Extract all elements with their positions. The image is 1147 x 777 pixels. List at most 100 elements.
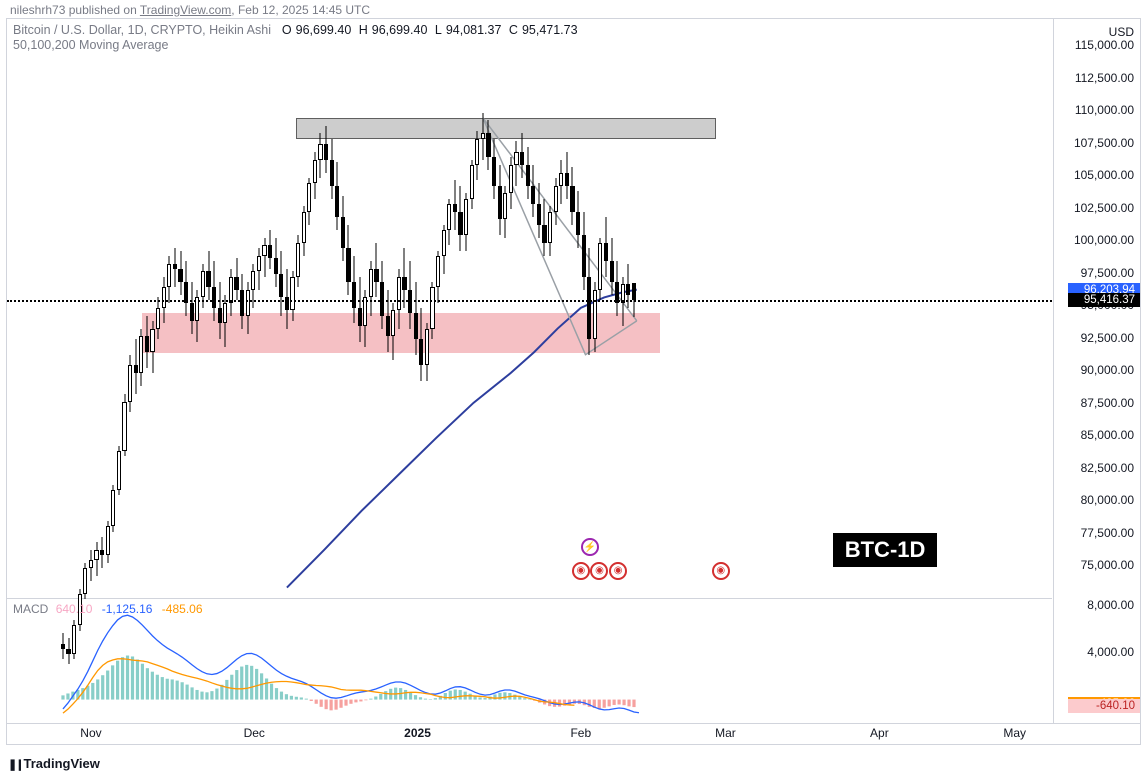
macd-y-tick: 8,000.00 xyxy=(1087,598,1134,612)
candle xyxy=(374,243,378,298)
candle xyxy=(464,193,468,250)
macd-info: MACD 640.10 -1,125.16 -485.06 xyxy=(13,602,203,616)
x-tick: Dec xyxy=(244,726,265,740)
candle xyxy=(61,633,65,659)
candle xyxy=(363,290,367,347)
candle xyxy=(246,282,250,334)
candle xyxy=(190,282,194,334)
candle xyxy=(262,238,266,277)
candle xyxy=(514,141,518,185)
current-price-line xyxy=(7,300,1052,302)
candle xyxy=(302,206,306,255)
candle xyxy=(234,258,238,300)
y-tick: 107,500.00 xyxy=(1074,136,1134,150)
event-icon[interactable]: ⚡ xyxy=(581,538,599,556)
candle xyxy=(391,303,395,360)
candle xyxy=(481,113,485,160)
candle xyxy=(150,321,154,373)
publish-datetime: Feb 12, 2025 14:45 UTC xyxy=(238,3,370,17)
site-link[interactable]: TradingView.com xyxy=(140,3,231,17)
x-tick: Nov xyxy=(80,726,101,740)
candle xyxy=(285,269,289,329)
y-tick: 105,000.00 xyxy=(1074,168,1134,182)
candle xyxy=(486,120,490,169)
candle xyxy=(296,235,300,287)
candle xyxy=(279,251,283,316)
x-tick: May xyxy=(1003,726,1026,740)
candle xyxy=(111,485,115,532)
candle xyxy=(554,178,558,225)
y-tick: 82,500.00 xyxy=(1081,461,1134,475)
candle xyxy=(352,256,356,324)
candle xyxy=(178,251,182,295)
y-tick: 102,500.00 xyxy=(1074,201,1134,215)
event-icon[interactable]: ◉ xyxy=(609,562,627,580)
candle xyxy=(167,256,171,303)
candle xyxy=(397,269,401,329)
candle xyxy=(83,563,87,599)
y-tick: 87,500.00 xyxy=(1081,396,1134,410)
x-tick: Feb xyxy=(570,726,591,740)
candle xyxy=(290,271,294,320)
x-tick: Mar xyxy=(715,726,736,740)
candle xyxy=(408,261,412,329)
candle xyxy=(498,165,502,235)
candle xyxy=(212,261,216,321)
macd-pane[interactable]: MACD 640.10 -1,125.16 -485.06 xyxy=(7,600,1052,723)
symbol-info: Bitcoin / U.S. Dollar, 1D, CRYPTO, Heiki… xyxy=(13,23,582,52)
price-pane[interactable]: Bitcoin / U.S. Dollar, 1D, CRYPTO, Heiki… xyxy=(7,19,1052,599)
candle xyxy=(335,162,339,230)
candle xyxy=(604,217,608,277)
author: nileshrh73 xyxy=(10,3,65,17)
candle xyxy=(542,199,546,256)
candle xyxy=(134,339,138,394)
event-icon[interactable]: ◉ xyxy=(712,562,730,580)
candle xyxy=(218,282,222,339)
candle xyxy=(369,261,373,316)
candle xyxy=(324,126,328,173)
candle xyxy=(117,446,121,495)
y-tick: 110,000.00 xyxy=(1075,103,1134,117)
candle xyxy=(526,147,530,199)
candle xyxy=(503,186,507,238)
candle xyxy=(122,394,126,456)
candle xyxy=(458,186,462,251)
y-axis[interactable]: USD 115,000.00112,500.00110,000.00107,50… xyxy=(1053,19,1140,723)
candle xyxy=(274,238,278,287)
candle xyxy=(425,323,429,380)
candle xyxy=(453,180,457,229)
candle xyxy=(229,269,233,316)
y-tick: 112,500.00 xyxy=(1075,71,1134,85)
candle xyxy=(430,282,434,339)
candle xyxy=(492,139,496,199)
candle xyxy=(106,521,110,563)
candle xyxy=(341,196,345,261)
candle xyxy=(66,638,70,664)
macd-tag: -640.10 xyxy=(1068,699,1140,713)
event-icon[interactable]: ◉ xyxy=(572,562,590,580)
candle xyxy=(330,139,334,199)
candle xyxy=(184,261,188,316)
y-tick: 77,500.00 xyxy=(1081,526,1134,540)
y-tick: 85,000.00 xyxy=(1081,428,1134,442)
candle xyxy=(139,329,143,386)
publish-meta: nileshrh73 published on TradingView.com,… xyxy=(10,3,370,17)
candle xyxy=(128,355,132,412)
candle xyxy=(565,152,569,199)
candle xyxy=(531,165,535,217)
candle xyxy=(268,230,272,269)
candle xyxy=(475,131,479,180)
x-axis[interactable]: NovDec2025FebMarAprMay xyxy=(7,724,1052,744)
chart-frame: Bitcoin / U.S. Dollar, 1D, CRYPTO, Heiki… xyxy=(6,18,1141,745)
pair-timeframe-label: BTC-1D xyxy=(833,533,938,567)
y-tick: 90,000.00 xyxy=(1081,363,1134,377)
macd-svg xyxy=(7,600,1052,723)
candle xyxy=(598,238,602,300)
candle xyxy=(145,316,149,368)
candle xyxy=(100,537,104,568)
candle xyxy=(156,297,160,339)
y-tick: 100,000.00 xyxy=(1074,233,1134,247)
resistance-zone xyxy=(296,118,716,139)
x-tick: Apr xyxy=(870,726,889,740)
event-icon[interactable]: ◉ xyxy=(590,562,608,580)
